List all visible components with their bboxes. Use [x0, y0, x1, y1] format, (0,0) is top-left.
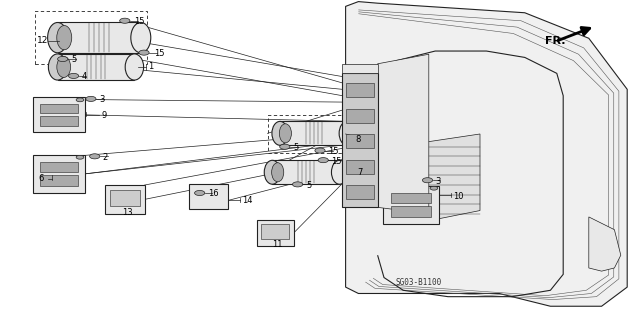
Bar	[40, 162, 78, 172]
Ellipse shape	[49, 54, 67, 80]
Text: 15: 15	[332, 157, 342, 166]
Text: 15: 15	[134, 17, 145, 26]
Circle shape	[280, 144, 290, 149]
Bar	[268, 115, 370, 153]
Ellipse shape	[57, 26, 72, 50]
Circle shape	[292, 182, 303, 187]
Text: 13: 13	[122, 208, 132, 217]
Bar	[189, 184, 228, 209]
Bar	[273, 160, 339, 184]
Bar	[346, 83, 374, 97]
Bar	[280, 122, 347, 145]
Polygon shape	[346, 2, 627, 306]
Bar	[40, 116, 78, 126]
Bar	[35, 11, 147, 64]
Bar	[390, 206, 431, 217]
Bar	[346, 185, 374, 199]
Text: 11: 11	[272, 240, 282, 249]
Bar	[257, 220, 294, 246]
Text: FR.: FR.	[545, 36, 566, 47]
Ellipse shape	[271, 163, 284, 182]
Circle shape	[422, 178, 433, 183]
Bar	[346, 109, 374, 123]
Ellipse shape	[272, 122, 288, 145]
Ellipse shape	[430, 186, 438, 190]
Text: 5: 5	[72, 56, 77, 64]
Text: 10: 10	[453, 192, 463, 201]
Ellipse shape	[57, 56, 70, 78]
Text: 4: 4	[82, 72, 87, 81]
Circle shape	[58, 56, 68, 62]
Text: 1: 1	[148, 63, 154, 71]
Text: 3: 3	[99, 95, 104, 104]
Text: 5: 5	[306, 181, 311, 190]
Text: 7: 7	[357, 168, 362, 177]
Text: 3: 3	[435, 177, 440, 186]
Polygon shape	[589, 217, 621, 271]
Bar	[383, 186, 439, 224]
Text: SG03-B1100: SG03-B1100	[396, 278, 442, 287]
Circle shape	[120, 18, 130, 23]
Text: 2: 2	[102, 153, 108, 162]
Polygon shape	[416, 134, 480, 223]
Bar	[40, 104, 78, 114]
Bar	[346, 134, 374, 148]
Circle shape	[90, 154, 100, 159]
Circle shape	[315, 148, 325, 153]
Text: 15: 15	[328, 147, 338, 156]
Circle shape	[195, 190, 205, 196]
Polygon shape	[378, 54, 429, 214]
Ellipse shape	[339, 122, 355, 145]
Bar	[105, 185, 145, 214]
Ellipse shape	[279, 124, 291, 143]
Bar	[342, 73, 378, 207]
Bar	[33, 97, 85, 132]
Text: 8: 8	[355, 135, 360, 144]
Bar	[390, 193, 431, 203]
Text: 14: 14	[242, 197, 252, 205]
Ellipse shape	[131, 23, 151, 53]
Circle shape	[318, 158, 328, 163]
Ellipse shape	[76, 155, 84, 159]
Bar	[33, 155, 85, 193]
Circle shape	[68, 73, 79, 78]
Bar	[110, 190, 140, 206]
Bar	[346, 160, 374, 174]
Text: 5: 5	[293, 143, 298, 152]
Bar	[342, 64, 378, 73]
Circle shape	[139, 50, 149, 55]
Text: 12: 12	[37, 36, 49, 45]
Circle shape	[86, 96, 96, 101]
Text: 6: 6	[38, 174, 44, 183]
Bar	[40, 175, 78, 186]
Ellipse shape	[47, 23, 68, 53]
Bar	[58, 54, 134, 80]
Ellipse shape	[125, 54, 143, 80]
Text: 15: 15	[154, 49, 164, 58]
Bar	[261, 224, 289, 239]
Bar	[58, 22, 141, 53]
Text: 9: 9	[101, 111, 106, 120]
Ellipse shape	[264, 160, 280, 184]
Text: 16: 16	[208, 189, 219, 198]
Ellipse shape	[332, 160, 348, 184]
Ellipse shape	[76, 98, 84, 102]
